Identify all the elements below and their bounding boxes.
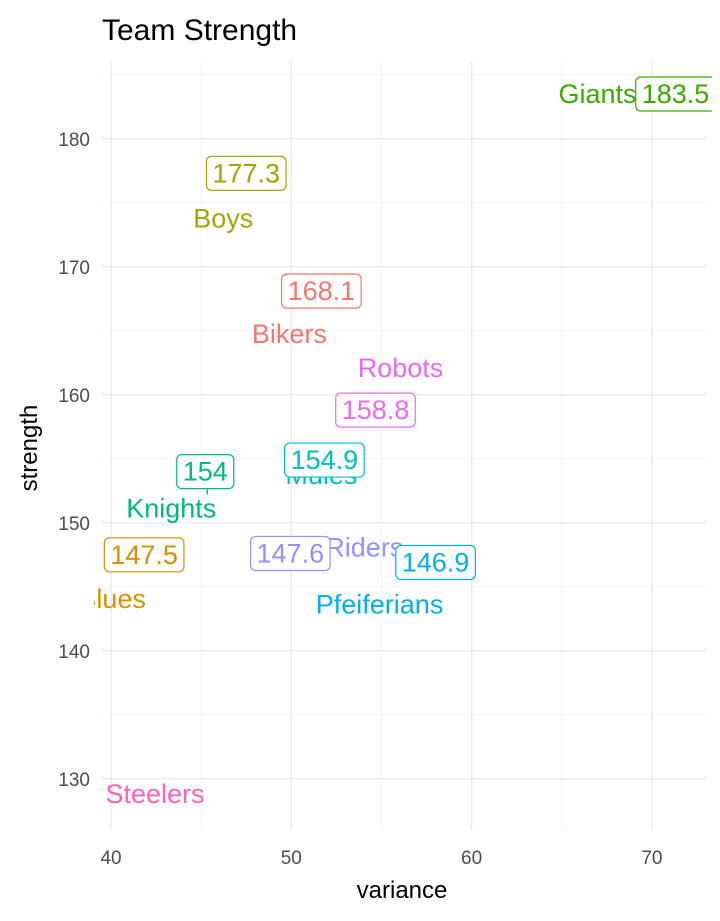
value-label: 128.8 (0, 779, 66, 809)
value-label-box (335, 392, 416, 428)
value-label-box (249, 535, 331, 572)
x-tick-label: 50 (281, 848, 302, 869)
value-label: 154.9 (291, 445, 359, 475)
value-label-box (283, 442, 365, 478)
point-label-group: Bikers 168.1 (252, 273, 362, 349)
team-name-label: Riders (325, 533, 403, 563)
y-tick-label: 150 (58, 514, 90, 535)
value-label-box (103, 537, 185, 573)
value-label: 154 (183, 457, 228, 487)
team-name-label: Boys (193, 203, 253, 233)
value-label: 168.1 (288, 276, 356, 306)
marks: Giants 183.5 Boys 177.3 Bikers 168.1 Robots 158… (0, 76, 712, 809)
x-tick-label: 40 (100, 848, 121, 869)
value-label: 147.6 (257, 539, 325, 569)
team-name-label: Steelers (105, 779, 204, 809)
point-label-group: Steelers 128.8 (0, 779, 204, 809)
point-label-group: Pfeiferians 146.9 (316, 544, 476, 619)
value-label-box (635, 76, 712, 112)
value-label-box (205, 155, 287, 191)
point-label-group: Boys 177.3 (193, 155, 287, 233)
y-tick-label: 130 (58, 770, 90, 791)
team-name-label: Pfeiferians (316, 589, 444, 619)
y-axis-title: strength (16, 405, 43, 492)
point-label-group: Mules154.9 (283, 442, 365, 490)
chart-title: Team Strength (102, 14, 297, 47)
value-label-box (176, 454, 235, 490)
point-label-group: Robots 158.8 (335, 353, 444, 428)
value-label: 183.5 (642, 79, 710, 109)
y-tick-label: 180 (58, 130, 90, 151)
value-label: 177.3 (212, 158, 280, 188)
value-label: 158.8 (342, 395, 410, 425)
team-name-label: Blues (78, 584, 146, 614)
point-label-group: Blues 147.5 (78, 537, 185, 614)
value-label-box (280, 273, 362, 309)
value-label: 147.5 (110, 540, 178, 570)
y-tick-label: 140 (58, 642, 90, 663)
value-label-box (395, 544, 476, 581)
team-name-label: Giants (558, 79, 636, 109)
ticks: 40 50 60 70 130 140 150 160 170 180 (58, 130, 662, 869)
x-axis-title: variance (357, 877, 448, 904)
team-name-label: Robots (358, 353, 444, 383)
x-tick-label: 70 (641, 848, 662, 869)
point-label-group: Knights 154 (126, 454, 235, 524)
value-label: 146.9 (402, 547, 470, 577)
team-name-label: Bikers (252, 319, 327, 349)
y-tick-label: 170 (58, 258, 90, 279)
point-label-group: Giants 183.5 (558, 76, 712, 112)
y-tick-label: 160 (58, 386, 90, 407)
grid (102, 62, 706, 830)
team-name-label: Knights (126, 494, 216, 524)
x-tick-label: 60 (461, 848, 482, 869)
